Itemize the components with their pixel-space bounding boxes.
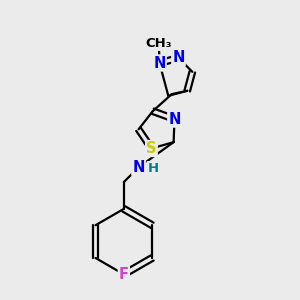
Text: CH₃: CH₃ (146, 37, 172, 50)
Text: N: N (172, 50, 184, 65)
Text: F: F (119, 267, 129, 282)
Text: N: N (168, 112, 181, 127)
Text: S: S (146, 141, 157, 156)
Text: H: H (147, 162, 158, 175)
Text: N: N (132, 160, 145, 175)
Text: N: N (153, 56, 166, 70)
